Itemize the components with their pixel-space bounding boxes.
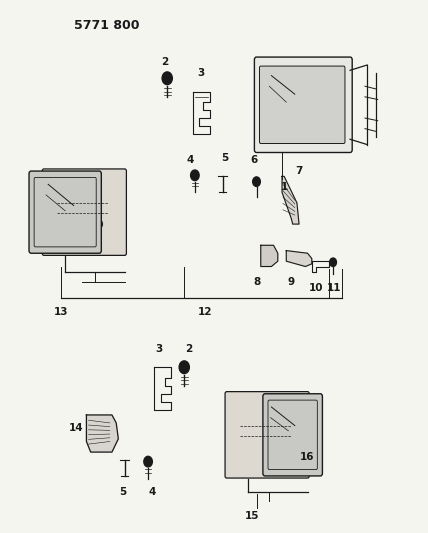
Text: 12: 12 — [198, 306, 213, 317]
Polygon shape — [86, 415, 118, 452]
Text: 9: 9 — [288, 277, 295, 287]
Text: 5771 800: 5771 800 — [74, 19, 139, 32]
Text: 16: 16 — [300, 453, 315, 463]
Text: 10: 10 — [309, 282, 323, 293]
Text: 3: 3 — [155, 344, 162, 354]
Text: 2: 2 — [161, 58, 169, 67]
Text: 4: 4 — [149, 487, 156, 497]
Polygon shape — [261, 245, 278, 266]
Text: 15: 15 — [245, 511, 259, 521]
Circle shape — [330, 258, 336, 266]
FancyBboxPatch shape — [225, 392, 309, 478]
Text: 7: 7 — [295, 166, 303, 176]
Text: 14: 14 — [68, 423, 83, 433]
FancyBboxPatch shape — [254, 57, 352, 152]
Polygon shape — [286, 251, 312, 266]
Circle shape — [253, 177, 260, 187]
Text: 4: 4 — [186, 156, 193, 165]
Text: 11: 11 — [327, 282, 342, 293]
FancyBboxPatch shape — [259, 66, 345, 143]
Text: 5: 5 — [221, 153, 228, 163]
Circle shape — [179, 361, 189, 374]
Circle shape — [144, 456, 152, 467]
Text: 5: 5 — [119, 487, 126, 497]
Text: 13: 13 — [54, 306, 68, 317]
Text: 3: 3 — [198, 68, 205, 78]
Circle shape — [190, 170, 199, 181]
Text: 6: 6 — [251, 156, 258, 165]
FancyBboxPatch shape — [263, 394, 322, 476]
Text: 2: 2 — [185, 344, 192, 354]
Text: 8: 8 — [253, 277, 260, 287]
Circle shape — [162, 72, 172, 85]
Text: 1: 1 — [280, 182, 288, 192]
Polygon shape — [282, 176, 299, 224]
FancyBboxPatch shape — [42, 169, 126, 255]
FancyBboxPatch shape — [29, 171, 101, 253]
